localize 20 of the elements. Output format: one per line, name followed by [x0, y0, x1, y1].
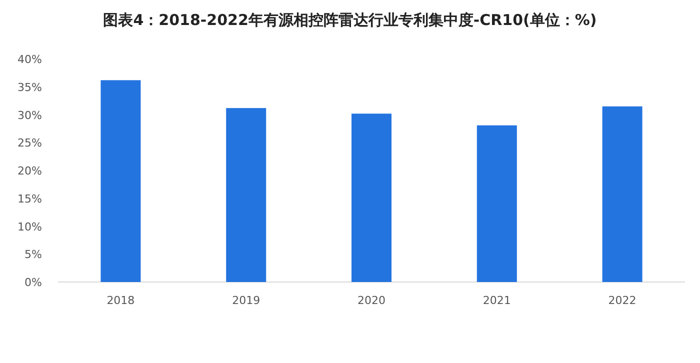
y-tick-label: 25% — [18, 136, 42, 150]
y-tick-label: 20% — [18, 164, 42, 178]
y-tick-label: 5% — [24, 248, 42, 262]
x-tick-label: 2019 — [232, 294, 260, 307]
y-tick-label: 15% — [18, 192, 42, 206]
y-tick-label: 40% — [18, 53, 42, 66]
bar — [100, 80, 141, 282]
x-tick-label: 2021 — [482, 294, 511, 307]
x-tick-label: 2020 — [358, 294, 386, 307]
y-tick-label: 10% — [18, 220, 42, 234]
x-tick-label: 2018 — [106, 294, 135, 307]
y-tick-label: 0% — [24, 276, 42, 289]
y-tick-label: 35% — [18, 80, 42, 94]
bar — [226, 108, 266, 282]
bar — [476, 125, 517, 282]
chart-title: 图表4：2018-2022年有源相控阵雷达行业专利集中度-CR10(单位：%) — [103, 11, 597, 29]
y-tick-label: 30% — [18, 108, 42, 122]
x-tick-label: 2022 — [608, 294, 636, 307]
bar — [352, 114, 392, 282]
bar — [602, 106, 642, 282]
